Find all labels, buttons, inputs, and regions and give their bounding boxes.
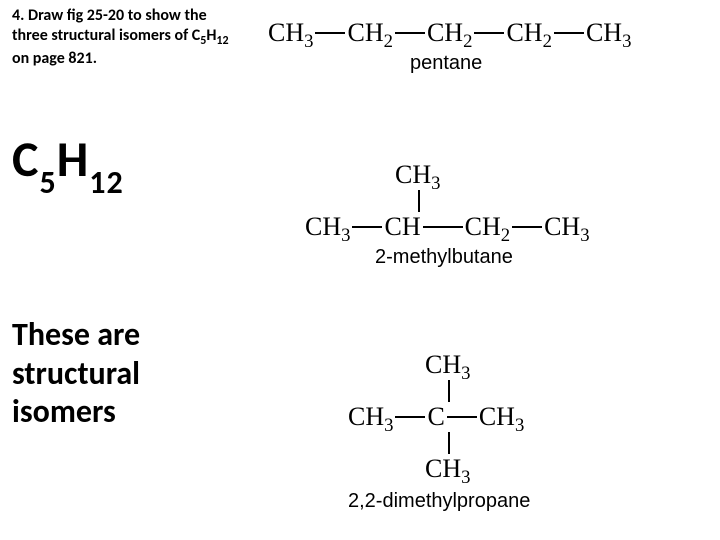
grp-sub: 3 [431, 173, 440, 194]
grp-sub: 3 [341, 225, 350, 246]
methylbutane-main: CH3CHCH2CH3 [305, 212, 590, 247]
grp-ch3: CH [395, 160, 431, 189]
bond-h [512, 226, 542, 228]
pentane-structure: CH3CH2CH2CH2CH3 [268, 18, 631, 53]
formula-h: H [57, 129, 90, 190]
dmp-bottom: CH3 [425, 454, 470, 489]
bond-v [418, 190, 420, 212]
grp-sub: 2 [463, 31, 472, 52]
bond-h [554, 32, 584, 34]
grp-ch3: CH [425, 454, 461, 483]
grp-ch2: CH [465, 212, 501, 241]
bond-h [395, 416, 425, 418]
grp-sub: 3 [622, 31, 631, 52]
formula-hsub: 12 [89, 163, 123, 202]
isomers-note: These are structural isomers [12, 316, 242, 431]
grp-ch2: CH [347, 18, 383, 47]
grp-ch3: CH [544, 212, 580, 241]
molecular-formula: C5H12 [12, 129, 242, 196]
bond-h [315, 32, 345, 34]
grp-sub: 3 [461, 467, 470, 488]
grp-sub: 2 [543, 31, 552, 52]
q-tail: on page 821. [12, 49, 97, 68]
grp-ch3: CH [305, 212, 341, 241]
structures-panel: CH3CH2CH2CH2CH3 pentane CH3 CH3CHCH2CH3 … [260, 0, 720, 540]
grp-ch3: CH [586, 18, 622, 47]
grp-sub: 3 [384, 415, 393, 436]
bond-v [448, 380, 450, 402]
grp-ch3: CH [479, 402, 515, 431]
bond-h [474, 32, 504, 34]
grp-sub: 3 [515, 415, 524, 436]
bond-h [447, 416, 477, 418]
grp-ch: CH [384, 212, 420, 241]
grp-sub: 2 [501, 225, 510, 246]
grp-ch2: CH [427, 18, 463, 47]
grp-sub: 2 [384, 31, 393, 52]
bond-v [448, 432, 450, 454]
grp-ch3: CH [268, 18, 304, 47]
q-sub2: 12 [216, 34, 228, 48]
question-text: 4. Draw fig 25-20 to show the three stru… [12, 6, 242, 69]
formula-csub: 5 [39, 163, 56, 202]
grp-ch2: CH [506, 18, 542, 47]
grp-sub: 3 [461, 363, 470, 384]
grp-ch3: CH [425, 350, 461, 379]
formula-c: C [12, 129, 39, 190]
bond-h [423, 226, 463, 228]
q-part1: 4. Draw fig 25-20 to show the three stru… [12, 6, 207, 45]
bond-h [395, 32, 425, 34]
dmp-main: CH3CCH3 [348, 402, 524, 437]
grp-c: C [427, 402, 444, 432]
methylbutane-name: 2-methylbutane [375, 246, 513, 269]
grp-ch3: CH [348, 402, 384, 431]
bond-h [352, 226, 382, 228]
q-mid: H [206, 26, 216, 45]
dmp-name: 2,2-dimethylpropane [348, 490, 530, 513]
grp-sub: 3 [580, 225, 589, 246]
grp-sub: 3 [304, 31, 313, 52]
pentane-name: pentane [410, 52, 482, 75]
